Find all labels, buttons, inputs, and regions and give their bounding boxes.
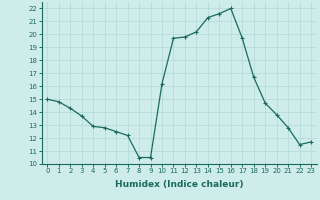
X-axis label: Humidex (Indice chaleur): Humidex (Indice chaleur)	[115, 180, 244, 189]
